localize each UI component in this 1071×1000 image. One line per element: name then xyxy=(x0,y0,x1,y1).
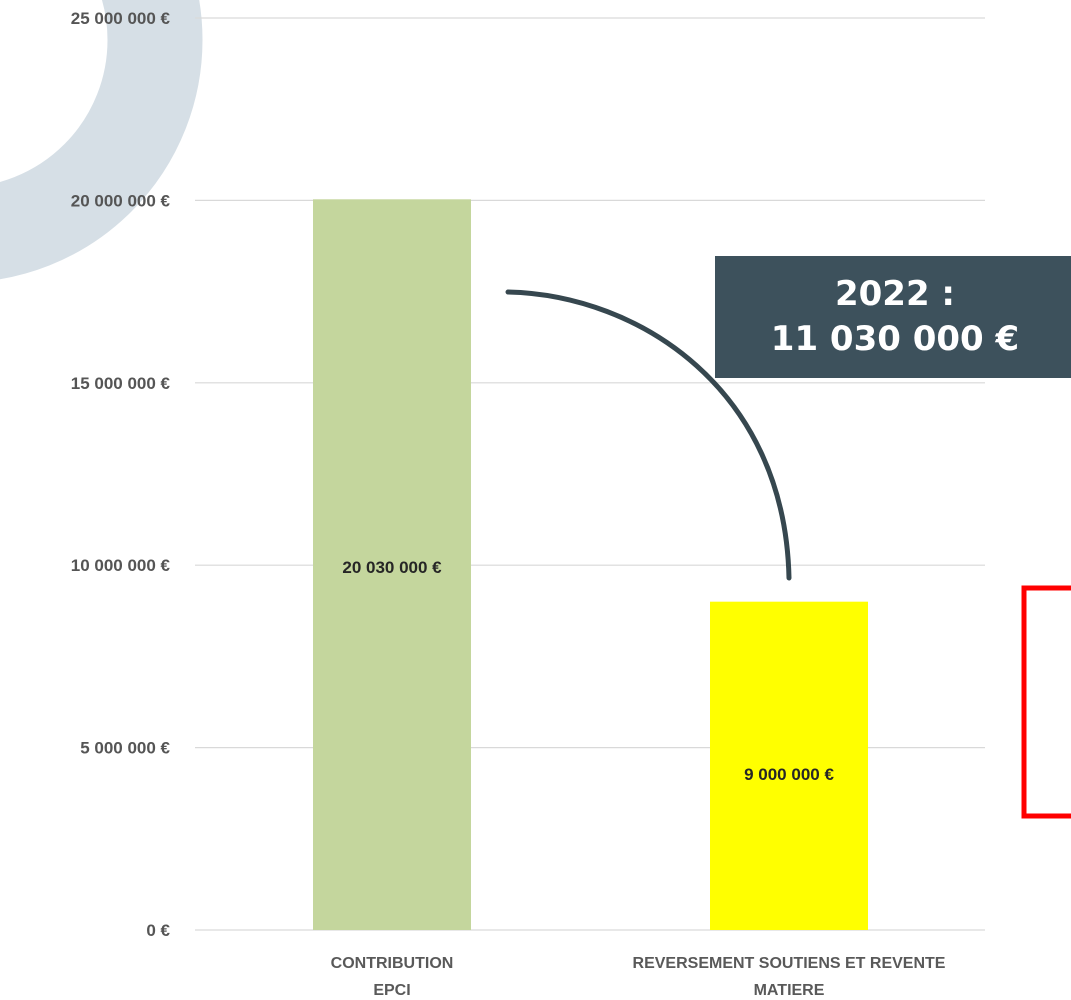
x-tick-label: EPCI xyxy=(373,982,410,999)
bar xyxy=(313,199,471,930)
data-label: 9 000 000 € xyxy=(744,765,834,784)
x-tick-label: MATIERE xyxy=(754,982,825,999)
y-tick-label: 20 000 000 € xyxy=(71,191,171,210)
red-highlight-box xyxy=(1021,585,1071,819)
annotation-arrow xyxy=(505,289,792,581)
x-tick-label: CONTRIBUTION xyxy=(331,955,454,972)
background-ring xyxy=(0,0,203,280)
annotation-box xyxy=(715,256,1071,378)
x-tick-label: REVERSEMENT SOUTIENS ET REVENTE xyxy=(633,955,946,972)
y-tick-label: 25 000 000 € xyxy=(71,9,171,28)
y-tick-label: 0 € xyxy=(146,921,170,940)
y-tick-label: 10 000 000 € xyxy=(71,556,171,575)
data-label: 20 030 000 € xyxy=(342,558,442,577)
annotation-text: 11 030 000 € xyxy=(771,319,1019,359)
bar xyxy=(710,601,868,930)
y-tick-label: 5 000 000 € xyxy=(80,739,170,758)
annotation-text: 2022 : xyxy=(835,274,955,314)
y-tick-label: 15 000 000 € xyxy=(71,374,171,393)
